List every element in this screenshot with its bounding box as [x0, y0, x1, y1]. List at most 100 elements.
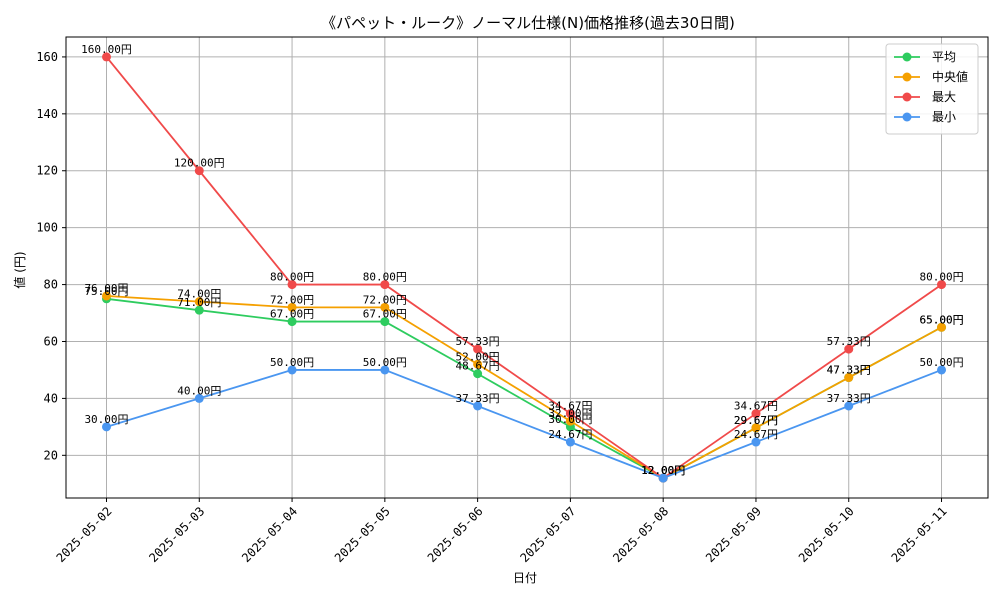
- data-label-max: 120.00円: [174, 157, 225, 170]
- data-label-avg: 65.00円: [919, 313, 963, 326]
- data-label-min: 12.00円: [641, 464, 685, 477]
- data-label-median: 32.00円: [548, 407, 592, 420]
- data-label-median: 12.00円: [641, 464, 685, 477]
- legend-label-avg: 平均: [932, 50, 956, 64]
- data-label-min: 37.33円: [456, 392, 500, 405]
- x-tick-label: 2025-05-07: [517, 504, 578, 565]
- x-tick-label: 2025-05-10: [796, 504, 857, 565]
- legend-item-median: 中央値: [894, 69, 968, 84]
- series-line-median: [106, 295, 942, 480]
- data-label-avg: 67.00円: [363, 308, 407, 321]
- data-point-min: [473, 401, 483, 411]
- data-label-max: 57.33円: [456, 335, 500, 348]
- data-point-max: [194, 166, 204, 176]
- data-label-avg: 48.67円: [456, 360, 500, 373]
- x-tick-label: 2025-05-02: [54, 504, 115, 565]
- legend-label-max: 最大: [932, 90, 956, 104]
- x-tick-label: 2025-05-08: [610, 504, 671, 565]
- data-label-median: 29.67円: [734, 414, 778, 427]
- data-point-min: [287, 365, 297, 375]
- x-tick-label: 2025-05-09: [703, 504, 764, 565]
- data-label-median: 72.00円: [363, 293, 407, 306]
- data-point-min: [102, 422, 111, 432]
- data-label-median: 74.00円: [177, 288, 221, 301]
- series-line-max: [105, 56, 943, 480]
- data-point-avg: [473, 369, 483, 379]
- data-point-max: [380, 280, 390, 290]
- data-point-median: [102, 291, 111, 301]
- legend-swatch-marker: [902, 72, 912, 82]
- legend-swatch-marker: [902, 112, 912, 122]
- data-label-max: 12.00円: [641, 464, 685, 477]
- data-point-median: [751, 423, 761, 433]
- data-point-max: [844, 344, 854, 354]
- data-label-max: 80.00円: [270, 271, 314, 284]
- data-point-avg: [287, 317, 297, 327]
- data-label-avg: 29.67円: [734, 414, 778, 427]
- data-label-min: 24.67円: [548, 428, 592, 441]
- legend-label-min: 最小: [932, 110, 956, 124]
- y-axis-label: 値 (円): [12, 251, 27, 288]
- data-label-avg: 67.00円: [270, 308, 314, 321]
- y-tick-label: 160: [36, 50, 58, 64]
- data-label-max: 34.67円: [734, 400, 778, 413]
- legend-box: [885, 43, 979, 135]
- data-label-avg: 12.00円: [641, 464, 685, 477]
- data-label-max: 57.33円: [827, 335, 871, 348]
- data-point-max: [287, 280, 297, 290]
- data-point-max: [102, 52, 111, 62]
- data-label-avg: 75.00円: [84, 285, 128, 298]
- y-tick-label: 80: [44, 278, 58, 292]
- legend-item-min: 最小: [894, 110, 956, 124]
- legend-item-max: 最大: [894, 90, 956, 104]
- data-point-min: [380, 365, 390, 375]
- series-min: [102, 365, 947, 483]
- data-point-avg: [194, 305, 204, 315]
- data-point-median: [937, 322, 947, 332]
- chart-title: 《パペット・ルーク》ノーマル仕様(N)価格推移(過去30日間): [321, 14, 735, 32]
- y-tick-label: 20: [44, 448, 58, 462]
- legend-label-median: 中央値: [932, 69, 968, 84]
- x-tick-label: 2025-05-03: [146, 504, 207, 565]
- data-label-avg: 71.00円: [177, 296, 221, 309]
- data-point-min: [194, 393, 204, 403]
- data-label-max: 160.00円: [81, 43, 132, 56]
- data-label-median: 52.00円: [456, 350, 500, 363]
- data-label-median: 72.00円: [270, 293, 314, 306]
- data-label-min: 50.00円: [270, 356, 314, 369]
- data-label-min: 50.00円: [363, 356, 407, 369]
- y-tick-label: 40: [44, 391, 58, 405]
- y-tick-label: 60: [44, 334, 58, 348]
- data-label-min: 50.00円: [919, 356, 963, 369]
- series-max: [102, 52, 947, 483]
- y-tick-label: 140: [36, 107, 58, 121]
- data-point-median: [473, 359, 483, 369]
- legend-swatch-marker: [902, 92, 912, 102]
- series-line-min: [106, 369, 942, 480]
- data-label-min: 37.33円: [827, 392, 871, 405]
- data-point-min: [565, 437, 575, 447]
- data-label-median: 47.33円: [827, 364, 871, 377]
- data-point-median: [194, 297, 204, 307]
- data-label-max: 80.00円: [363, 271, 407, 284]
- data-point-max: [751, 409, 761, 419]
- y-tick-label: 100: [36, 221, 58, 235]
- data-label-median: 65.00円: [919, 313, 963, 326]
- data-label-max: 80.00円: [919, 271, 963, 284]
- data-point-max: [937, 280, 947, 290]
- data-label-min: 24.67円: [734, 428, 778, 441]
- data-point-avg: [380, 317, 390, 327]
- data-label-min: 30.00円: [84, 413, 128, 426]
- data-label-min: 40.00円: [177, 384, 221, 397]
- data-point-min: [937, 365, 947, 375]
- x-tick-label: 2025-05-06: [425, 504, 486, 565]
- legend-swatch-marker: [902, 52, 912, 62]
- plot-frame: [65, 36, 989, 499]
- y-tick-label: 120: [36, 164, 58, 178]
- x-tick-label: 2025-05-05: [332, 504, 393, 565]
- data-point-max: [473, 344, 483, 354]
- data-point-median: [844, 373, 854, 383]
- series-lines: [102, 52, 947, 483]
- legend-item-avg: 平均: [894, 50, 956, 64]
